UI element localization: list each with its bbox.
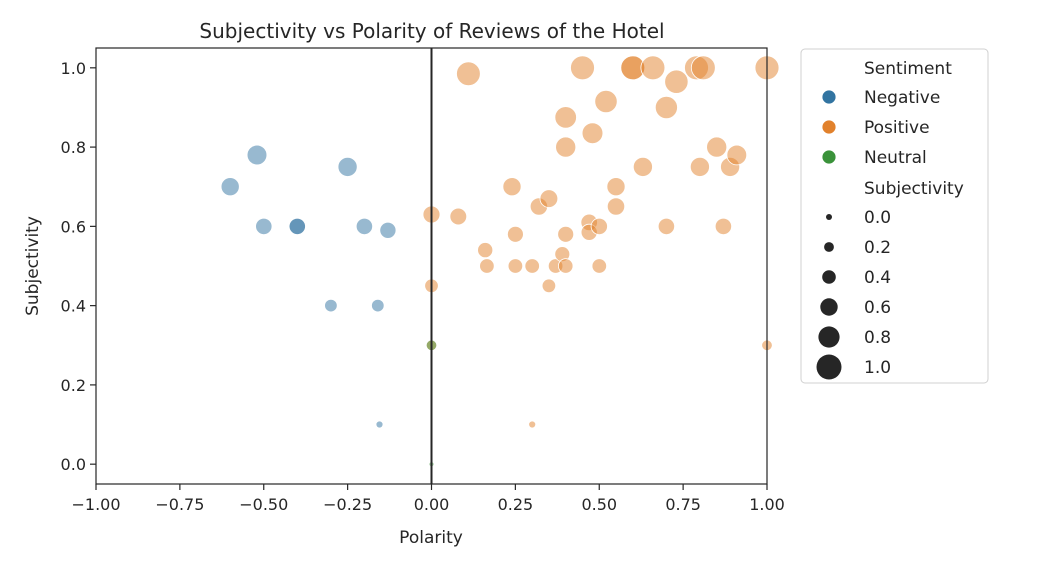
point-positive-36 (664, 69, 689, 94)
y-tick-label: 0.6 (61, 217, 86, 236)
legend-size-label: 0.8 (864, 328, 891, 348)
x-axis-label: Polarity (399, 528, 463, 548)
legend-size-marker (826, 214, 832, 220)
point-positive-9 (507, 258, 524, 274)
point-positive-4 (456, 61, 481, 87)
legend-size-label: 0.6 (864, 298, 891, 318)
plot-area (95, 47, 780, 485)
legend-size-label: 0.2 (864, 238, 891, 258)
point-positive-5 (477, 242, 494, 259)
point-negative-9 (379, 221, 397, 239)
legend-size-label: 0.4 (864, 268, 891, 288)
y-axis: 0.0 0.2 0.4 0.6 0.8 1.0 (61, 59, 96, 474)
legend-size-title: Subjectivity (864, 179, 964, 199)
y-tick-label: 0.2 (61, 376, 86, 395)
point-positive-29 (606, 197, 626, 216)
point-positive-24 (581, 122, 604, 144)
x-tick-label: −0.25 (323, 495, 372, 514)
point-positive-38 (689, 156, 710, 177)
point-negative-10 (375, 420, 384, 429)
point-positive-33 (640, 55, 666, 81)
x-tick-label: 0.75 (665, 495, 701, 514)
point-negative-0 (220, 177, 240, 197)
point-positive-17 (558, 258, 574, 274)
legend-size-marker (820, 298, 838, 316)
point-positive-35 (654, 96, 678, 120)
point-negative-1 (246, 144, 268, 166)
x-tick-label: −0.50 (239, 495, 288, 514)
point-positive-34 (657, 217, 676, 235)
legend-size-marker (818, 326, 840, 348)
point-positive-8 (507, 225, 524, 243)
point-positive-7 (502, 177, 522, 197)
point-positive-21 (570, 55, 595, 81)
legend-hue-entries: Negative Positive Neutral (821, 88, 940, 168)
legend-size-label: 1.0 (864, 358, 891, 378)
x-tick-label: −0.75 (155, 495, 204, 514)
legend-size-marker (824, 242, 834, 252)
point-positive-26 (590, 217, 608, 235)
legend-size-label: 0.0 (864, 208, 891, 228)
point-positive-13 (539, 189, 559, 208)
point-positive-14 (541, 278, 557, 294)
point-positive-18 (557, 225, 575, 243)
point-negative-6 (337, 156, 358, 177)
point-positive-10 (524, 258, 540, 274)
legend-size-marker (822, 270, 836, 284)
legend-label-neutral: Neutral (864, 148, 927, 168)
point-positive-25 (591, 258, 608, 274)
legend-size-entries: 0.0 0.2 0.4 0.6 0.8 1.0 (816, 208, 891, 380)
point-positive-40 (706, 136, 728, 158)
point-negative-7 (355, 217, 373, 235)
point-positive-19 (555, 136, 577, 158)
x-tick-label: 1.00 (749, 495, 785, 514)
y-tick-label: 0.0 (61, 455, 86, 474)
legend-frame (800, 48, 989, 384)
x-tick-label: 0.25 (498, 495, 534, 514)
y-axis-label: Subjectivity (23, 216, 43, 316)
point-positive-39 (690, 55, 716, 81)
point-positive-41 (714, 217, 733, 235)
point-positive-3 (449, 207, 468, 226)
y-tick-label: 1.0 (61, 59, 86, 78)
legend-marker-neutral (821, 149, 837, 165)
x-tick-label: 0.50 (581, 495, 617, 514)
point-positive-11 (528, 420, 537, 429)
legend-size-marker (816, 354, 842, 380)
x-tick-label: −1.00 (71, 495, 120, 514)
legend-label-negative: Negative (864, 88, 940, 108)
legend-marker-positive (821, 119, 837, 135)
point-negative-4 (288, 217, 306, 235)
point-positive-27 (594, 89, 618, 114)
point-negative-8 (371, 298, 385, 313)
legend-hue-title: Sentiment (864, 59, 952, 79)
x-axis: −1.00 −0.75 −0.50 −0.25 0.00 0.25 0.50 0.75 1.00 (71, 484, 785, 514)
legend: Sentiment Negative Positive Neutral Subjec… (800, 48, 989, 384)
point-negative-5 (324, 298, 338, 313)
point-positive-20 (554, 106, 577, 129)
point-positive-6 (479, 258, 495, 274)
legend-label-positive: Positive (864, 118, 930, 138)
point-negative-2 (255, 217, 273, 235)
point-positive-43 (726, 144, 748, 166)
point-positive-28 (606, 177, 626, 197)
point-positive-32 (632, 156, 653, 177)
y-tick-label: 0.8 (61, 138, 86, 157)
x-tick-label: 0.00 (414, 495, 450, 514)
legend-marker-negative (821, 89, 837, 105)
chart-title: Subjectivity vs Polarity of Reviews of t… (199, 19, 664, 43)
y-tick-label: 0.4 (61, 297, 86, 316)
data-points (220, 55, 780, 468)
